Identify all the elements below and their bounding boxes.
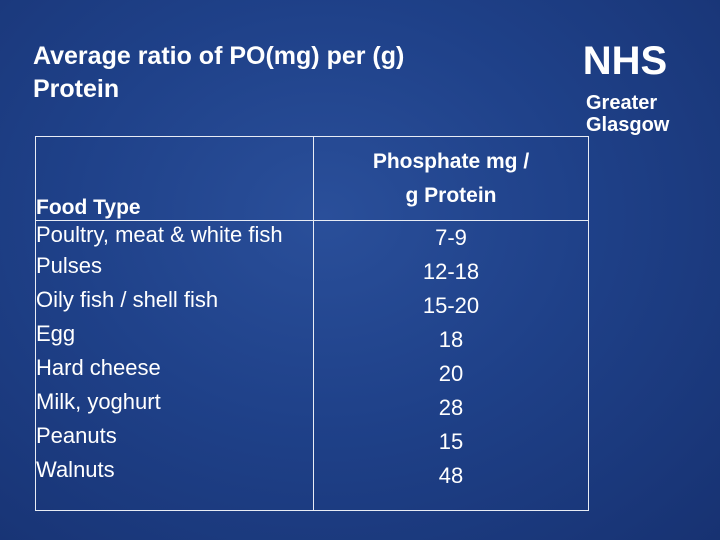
ratio-value: 7-9	[435, 225, 467, 250]
table-body-row: Poultry, meat & white fish Pulses Oily f…	[35, 220, 589, 511]
nhs-greater-glasgow-logo: NHS Greater Glasgow	[568, 38, 688, 140]
ratio-value: 28	[438, 395, 464, 420]
ratio-value: 20	[438, 361, 464, 386]
food-item: Hard cheese	[36, 355, 161, 380]
slide-title-line-1: Average ratio of PO(mg) per (g)	[33, 42, 405, 70]
logo-org-line-2: Glasgow	[586, 114, 670, 136]
header-food-type: Food Type	[35, 136, 314, 221]
header-phosphate: Phosphate mg / g Protein	[313, 136, 589, 221]
food-item: Pulses	[36, 253, 103, 278]
logo-organisation-name: Greater Glasgow	[586, 92, 686, 136]
food-item: Milk, yoghurt	[36, 389, 161, 414]
logo-org-line-1: Greater	[586, 92, 658, 114]
food-item: Peanuts	[36, 423, 117, 448]
food-item: Egg	[36, 321, 76, 346]
header-phosphate-line-1: Phosphate mg /	[372, 149, 530, 173]
ratio-value: 18	[438, 327, 464, 352]
nhs-logo-text: NHS	[582, 39, 668, 83]
table-header-row: Food Type Phosphate mg / g Protein	[35, 136, 589, 221]
phosphate-ratio-column: 7-9 12-18 15-20 18 20 28 15 48	[313, 220, 589, 511]
ratio-value: 15-20	[422, 293, 480, 318]
ratio-value: 48	[438, 463, 464, 488]
slide-title: Average ratio of PO(mg) per (g) Protein	[33, 40, 553, 106]
ratio-value: 12-18	[422, 259, 480, 284]
food-item: Walnuts	[36, 457, 115, 482]
ratio-value: 15	[438, 429, 464, 454]
food-type-column: Poultry, meat & white fish Pulses Oily f…	[35, 220, 314, 511]
header-phosphate-line-2: g Protein	[405, 183, 497, 207]
phosphate-protein-table: Food Type Phosphate mg / g Protein Poult…	[35, 136, 589, 511]
slide-title-line-2: Protein	[33, 75, 120, 103]
food-item: Oily fish / shell fish	[36, 287, 219, 312]
food-item: Poultry, meat & white fish	[36, 222, 283, 247]
